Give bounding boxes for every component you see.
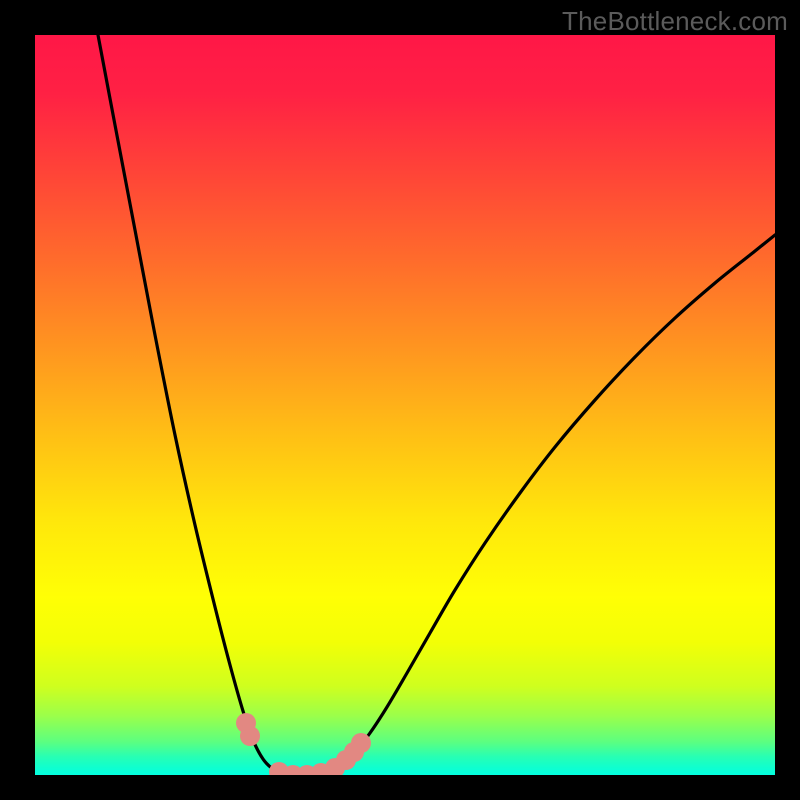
plot-area	[35, 35, 775, 775]
curve-marker	[240, 726, 260, 746]
chart-frame: TheBottleneck.com	[0, 0, 800, 800]
plot-svg	[35, 35, 775, 775]
curve-marker	[351, 733, 371, 753]
gradient-rect	[35, 35, 775, 775]
watermark-text: TheBottleneck.com	[562, 6, 788, 37]
